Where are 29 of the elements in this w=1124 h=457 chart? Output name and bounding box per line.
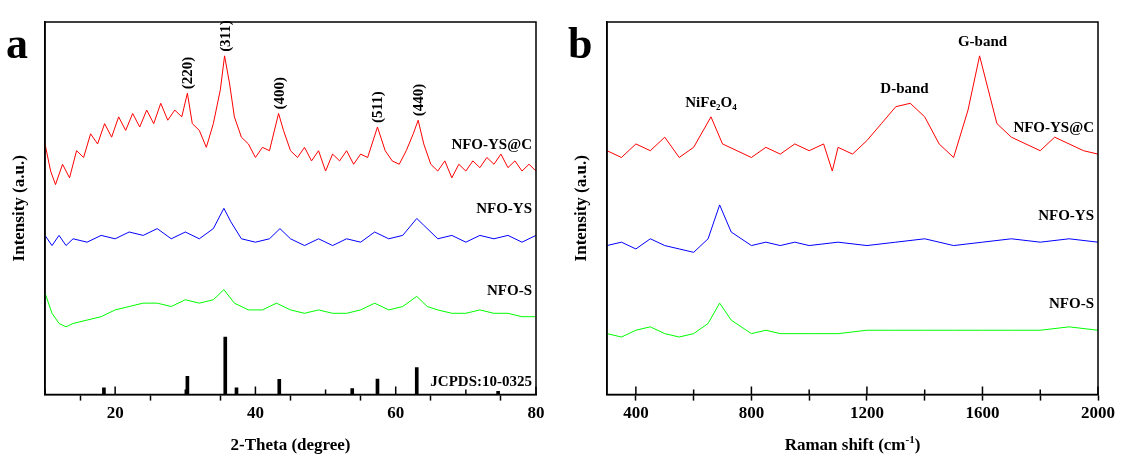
series-label: NFO-S (487, 281, 532, 298)
annotation: (400) (270, 76, 288, 110)
series-label: NFO-YS (476, 200, 532, 217)
annotation: (511) (369, 91, 387, 124)
x-tick-label: 1200 (849, 403, 884, 423)
y-axis-title: Intensity (a.u.) (9, 155, 28, 262)
annotation: (220) (179, 56, 197, 90)
x-tick-label: 40 (246, 403, 264, 423)
x-tick-label: 20 (106, 403, 124, 423)
x-axis-title: 2-Theta (degree) (230, 435, 351, 454)
series-label: NFO-YS (1038, 207, 1094, 224)
annotation: G-band (957, 32, 1008, 49)
x-tick-label: 2000 (1081, 403, 1115, 423)
x-tick-label: 400 (623, 403, 649, 423)
x-tick-label: 800 (738, 403, 765, 423)
annotation: D-band (880, 80, 930, 97)
x-tick-label: 80 (527, 403, 545, 423)
annotation: (311) (216, 20, 234, 52)
text: b (568, 19, 593, 68)
series-label: NFO-S (1049, 295, 1094, 312)
text: a (6, 19, 28, 68)
annotation: NiFe₂O₄ (685, 93, 738, 110)
series-label: NFO-YS@C (1013, 119, 1094, 136)
y-axis-title: Intensity (a.u.) (571, 155, 590, 262)
series-label: NFO-YS@C (451, 136, 532, 153)
series-label: JCPDS:10-0325 (430, 373, 532, 390)
x-tick-label: 60 (387, 403, 405, 423)
annotation: (440) (410, 83, 428, 117)
x-tick-label: 1600 (965, 403, 1000, 423)
